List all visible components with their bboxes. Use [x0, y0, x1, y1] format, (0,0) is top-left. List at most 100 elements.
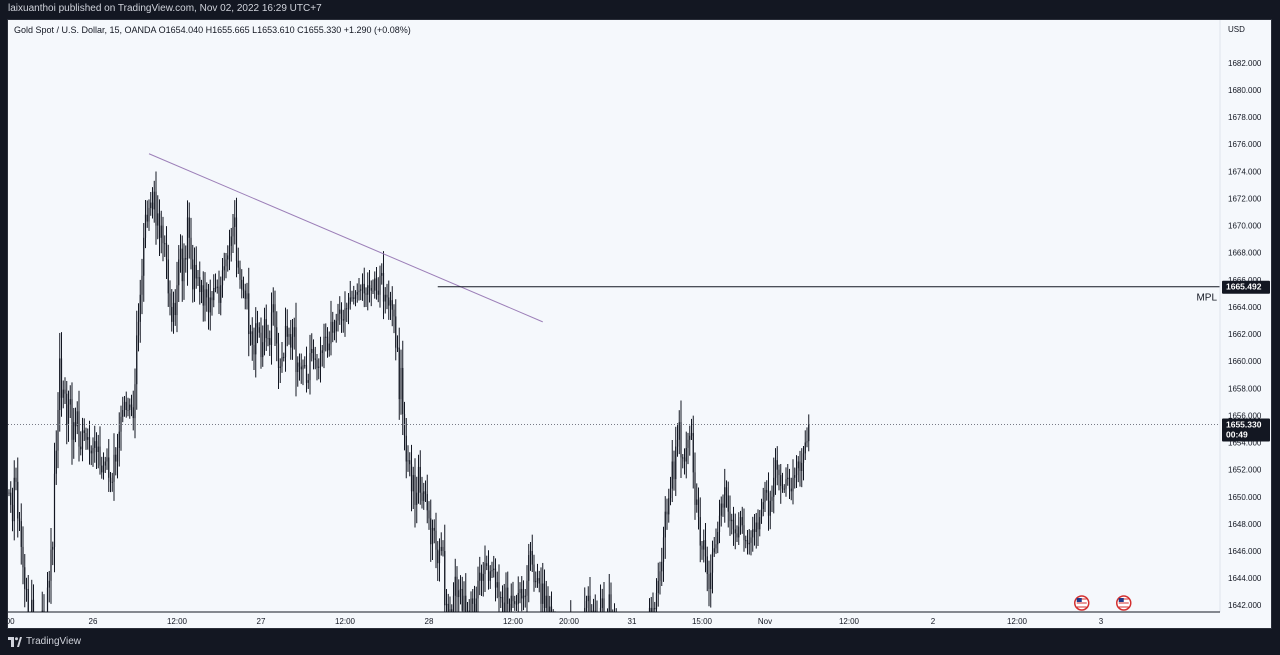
candle-body [263, 319, 266, 343]
candle-body [678, 422, 680, 440]
candle-body [225, 259, 227, 267]
price-tick-label: 1674.000 [1228, 167, 1262, 176]
candle-body [129, 404, 131, 410]
candle-body [305, 365, 308, 383]
us-flag-icon[interactable] [1074, 595, 1090, 611]
candle-body [298, 362, 301, 367]
candle-body [500, 597, 502, 599]
candle-body [172, 302, 175, 322]
candle-body [496, 582, 498, 588]
candle-body [141, 275, 143, 295]
candle-body [524, 595, 526, 597]
candle-body [388, 297, 390, 306]
candle-body [718, 515, 721, 533]
candle-body [102, 465, 105, 473]
candle-body [459, 588, 462, 591]
candle-body [160, 225, 162, 238]
candle-body [211, 297, 213, 301]
candle-body [333, 331, 336, 333]
candle-body [274, 304, 276, 328]
mpl-price-badge-bg [1222, 280, 1270, 294]
candlestick-chart[interactable]: MPL USD 1642.000 1644.000 1646.000 1648.000 16… [8, 20, 1272, 629]
candle-body [529, 550, 532, 556]
candle-body [284, 325, 287, 358]
candle-body [704, 540, 707, 557]
candle-body [804, 442, 806, 454]
candle-body [253, 344, 255, 355]
candle-body [139, 294, 141, 322]
trendline[interactable] [148, 153, 543, 323]
candle-body [416, 492, 418, 505]
candle-body [395, 316, 397, 348]
time-tick-label: :00 [8, 617, 15, 626]
candle-body [410, 464, 413, 492]
candle-body [454, 576, 456, 596]
candle-body [482, 574, 484, 581]
candle-body [727, 495, 729, 512]
candle-body [335, 320, 337, 332]
candle-body [24, 567, 26, 589]
brand[interactable]: TradingView [8, 636, 81, 647]
candle-body [689, 435, 691, 440]
candle-body [340, 309, 343, 320]
candle-body [221, 270, 224, 286]
candle-body [480, 572, 483, 581]
chart-pane[interactable]: MPL USD 1642.000 1644.000 1646.000 1648.000 16… [7, 19, 1272, 629]
candle-body [687, 439, 689, 448]
price-tick-label: 1672.000 [1228, 194, 1262, 203]
candle-body [13, 477, 15, 522]
candle-body [218, 286, 220, 303]
candle-body [694, 472, 696, 505]
candle-body [706, 556, 708, 575]
candle-body [713, 548, 715, 553]
candle-body [239, 267, 241, 280]
candle-body [783, 488, 785, 490]
candle-body [288, 334, 290, 337]
candle-body [101, 465, 103, 473]
current-price-badge-text: 1655.330 [1226, 419, 1262, 429]
candle-body [515, 603, 518, 605]
candle-body [648, 607, 651, 612]
time-tick-label: 28 [425, 617, 434, 626]
candle-body [461, 588, 463, 611]
candle-body [589, 595, 591, 612]
candle-body [468, 610, 470, 612]
candle-body [512, 595, 514, 602]
candle-body [757, 522, 759, 530]
candle-body [165, 243, 168, 260]
candle-body [325, 336, 327, 338]
candle-body [669, 488, 672, 499]
candle-body [66, 393, 68, 425]
candle-body [533, 564, 535, 583]
candle-body [80, 446, 82, 450]
candle-body [57, 409, 59, 451]
candle-body [53, 473, 56, 547]
marker-canton [1076, 598, 1082, 602]
candle-body [353, 297, 355, 299]
candle-body [393, 309, 395, 317]
candle-body [358, 290, 360, 293]
candle-body [283, 357, 285, 359]
candle-body [673, 461, 675, 480]
candle-body [477, 580, 479, 599]
candle-body [256, 323, 259, 328]
candle-body [8, 492, 10, 494]
candle-body [312, 348, 315, 359]
candle-body [360, 289, 362, 291]
price-tick-label: 1654.000 [1228, 439, 1262, 448]
candle-body [690, 433, 693, 436]
us-flag-icon[interactable] [1116, 595, 1132, 611]
candle-body [76, 411, 78, 427]
candle-body [384, 294, 386, 302]
publish-header: laixuanthoi published on TradingView.com… [0, 0, 1280, 19]
candle-body [297, 362, 299, 373]
candle-body [109, 477, 112, 482]
candle-body [650, 607, 652, 612]
candle-body [538, 578, 540, 584]
candle-body [286, 325, 288, 337]
candle-body [424, 491, 427, 495]
candle-body [400, 367, 402, 400]
candle-body [412, 475, 414, 492]
candle-body [752, 529, 754, 538]
